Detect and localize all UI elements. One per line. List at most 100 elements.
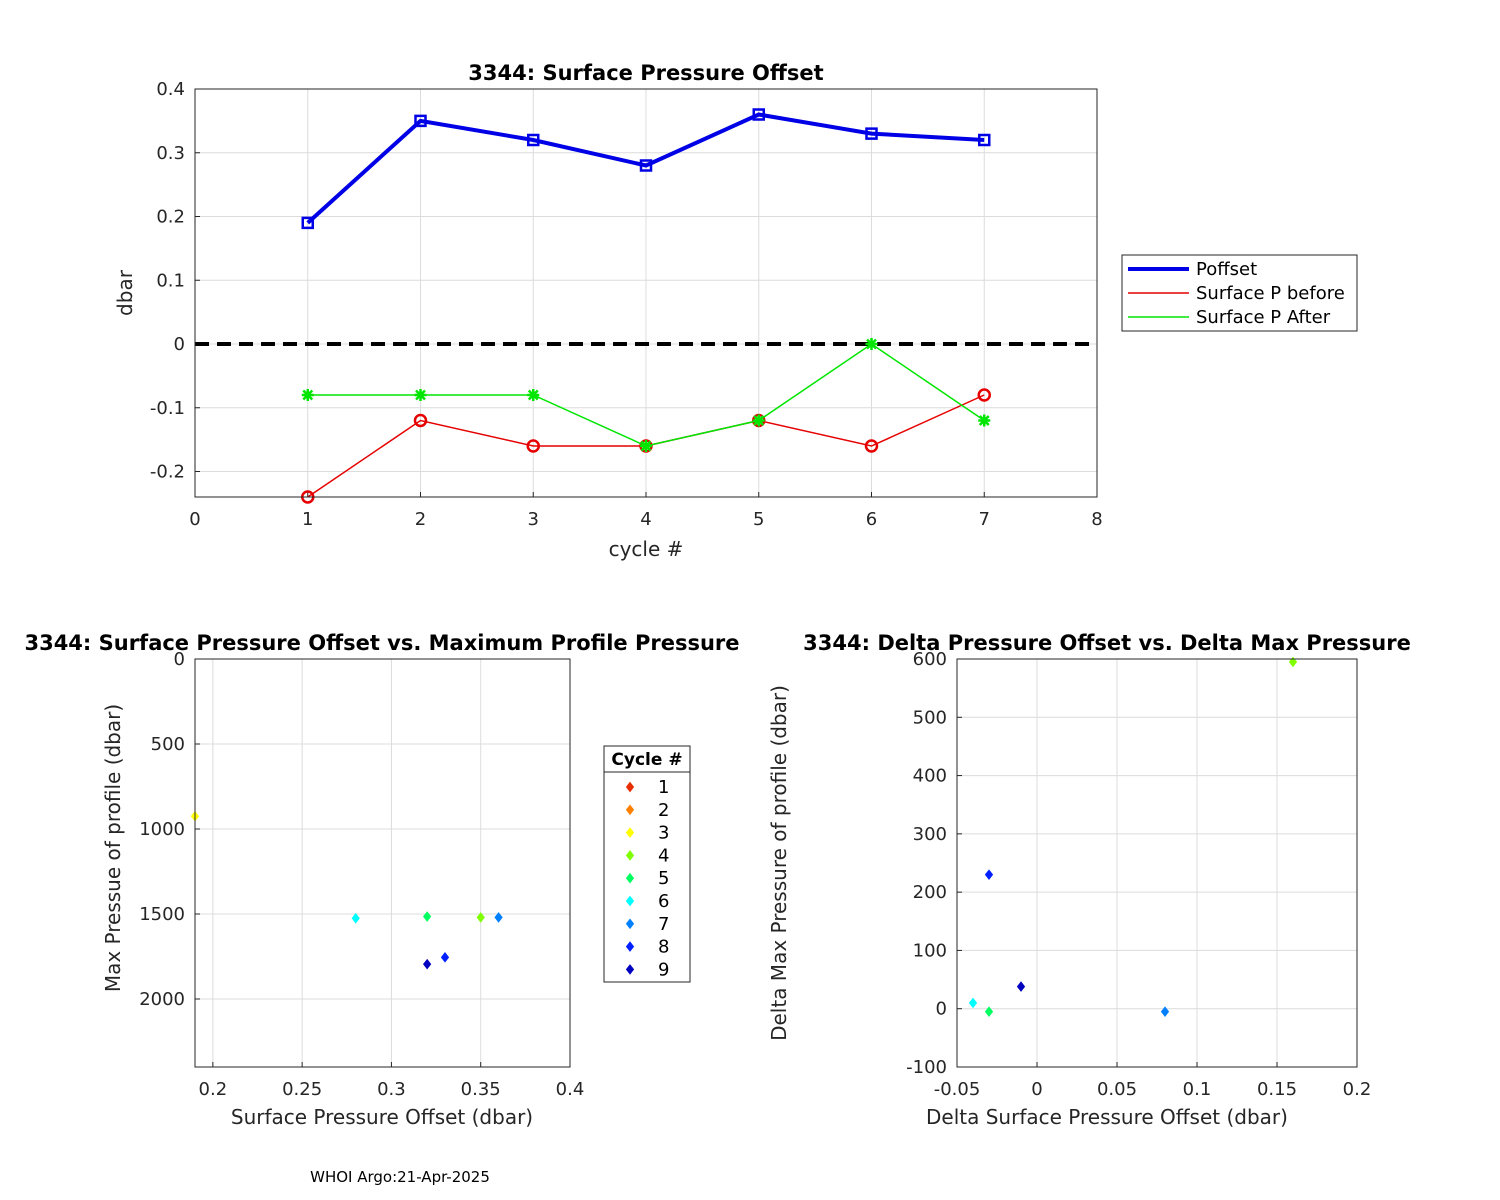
y-tick-label: -0.2 [150,462,185,483]
scatter-point [625,781,635,793]
scatter-point [625,895,635,907]
data-point-marker [526,439,540,453]
scatter-point [625,804,635,816]
series-surface-p-after [301,338,991,452]
y-tick-label: 0.1 [156,270,185,291]
axes-frame [194,88,1098,498]
surface-pressure-offset-chart: 0 1 2 3 4 5 6 7 8 -0.2 -0.1 0 0.1 0.2 0.3 0.4 3344: Sur… [113,61,1358,561]
series-poffset [301,108,991,230]
scatter-point [625,872,635,884]
scatter-point [423,911,432,922]
y-tick-label: 0.3 [156,143,185,164]
x-tick-label: 6 [866,509,877,530]
y-tick-label: 400 [913,766,947,787]
y-tick-label: -0.1 [150,398,185,419]
x-axis-label: cycle # [609,537,684,561]
scatter-point [1160,1006,1170,1017]
legend-entry-label: Surface P After [1196,307,1331,328]
data-point-marker [527,133,540,147]
data-point-marker [527,389,540,401]
x-tick-label: 4 [640,509,651,530]
data-point-marker [978,414,991,427]
y-tick-label: 0.2 [156,207,185,228]
tick-labels: 0.2 0.25 0.3 0.35 0.4 0 500 1000 1500 2000 [139,649,584,1100]
data-point-marker [640,440,652,452]
scatter-point [494,912,503,923]
y-tick-label: 100 [913,940,947,961]
y-tick-label: 0 [174,649,185,670]
y-tick-label: 1500 [139,904,185,925]
x-tick-label: 5 [753,509,764,530]
x-tick-label: 1 [302,509,313,530]
data-point-marker [864,439,879,453]
x-tick-label: 0 [189,509,200,530]
x-tick-label: 0.3 [377,1079,406,1100]
y-tick-label: 300 [913,824,947,845]
scatter-point [625,964,635,975]
y-tick-label: 0 [174,334,185,355]
points-group [968,656,1298,1017]
data-point-marker [414,114,427,128]
y-axis-label: Max Pressue of profile (dbar) [101,704,125,992]
scatter-point [476,912,485,923]
chart-title: 3344: Surface Pressure Offset vs. Maximu… [24,631,739,655]
y-axis-label: dbar [113,269,137,316]
axes-frame [956,658,1358,1068]
y-tick-label: 600 [913,649,947,670]
chart-title: 3344: Surface Pressure Offset [468,61,823,85]
chart-title: 3344: Delta Pressure Offset vs. Delta Ma… [803,631,1411,655]
legend-entry-label: Poffset [1196,259,1257,280]
offset-vs-max-pressure-chart: 0.2 0.25 0.3 0.35 0.4 0 500 1000 1500 2000 3344: … [24,631,739,1129]
data-point-marker [413,413,428,428]
x-tick-label: 0.05 [1097,1079,1137,1100]
data-point-marker [865,127,878,140]
y-tick-label: 1000 [139,819,185,840]
scatter-point [625,827,635,838]
x-tick-label: 0.2 [1343,1079,1372,1100]
y-tick-label: 200 [913,882,947,903]
data-point-marker [977,388,991,402]
x-axis-label: Delta Surface Pressure Offset (dbar) [926,1105,1288,1129]
legend-entry-label: 6 [658,891,669,912]
x-tick-label: 0.25 [282,1079,322,1100]
tick-labels: -0.05 0 0.05 0.1 0.15 0.2 -100 0 100 200 300 400 500… [906,649,1371,1100]
scatter-point [423,958,432,970]
x-tick-label: 2 [415,509,426,530]
series-group [301,108,991,504]
x-tick-label: 7 [979,509,990,530]
axes-frame [194,658,571,1068]
scatter-point [351,912,360,924]
x-tick-label: 3 [528,509,539,530]
data-point-marker [978,133,991,147]
scatter-point [984,869,994,880]
tick-labels: 0 1 2 3 4 5 6 7 8 -0.2 -0.1 0 0.1 0.2 0.3 0.4 [150,79,1103,530]
footer-credit: WHOI Argo:21-Apr-2025 [310,1168,490,1186]
data-point-marker [752,414,765,427]
x-tick-label: -0.05 [934,1079,981,1100]
legend-entry-label: 5 [658,868,669,889]
scatter-point [440,952,450,963]
scatter-point [984,1006,994,1017]
data-point-marker [301,216,314,230]
legend-entry-label: 7 [658,914,669,935]
y-tick-label: 0.4 [156,79,185,100]
y-axis-label: Delta Max Pressure of profile (dbar) [767,685,791,1041]
legend-entry-label: 3 [658,823,669,844]
x-tick-label: 0.35 [461,1079,501,1100]
x-tick-label: 0.15 [1257,1079,1297,1100]
x-tick-label: 0.2 [199,1079,228,1100]
plot-area [957,659,1357,1067]
x-tick-label: 0 [1031,1079,1042,1100]
y-tick-label: 2000 [139,989,185,1010]
legend-entry-label: Surface P before [1196,283,1345,304]
legend-title: Cycle # [611,750,682,770]
scatter-point [625,850,635,861]
scatter-point [1288,656,1298,668]
legend-entry-label: 1 [658,777,669,798]
legend: Poffset Surface P before Surface P After [1121,254,1358,332]
delta-offset-vs-delta-max-chart: -0.05 0 0.05 0.1 0.15 0.2 -100 0 100 200 300 400 500… [767,631,1411,1129]
y-tick-label: 500 [913,707,947,728]
y-tick-label: 500 [151,734,185,755]
